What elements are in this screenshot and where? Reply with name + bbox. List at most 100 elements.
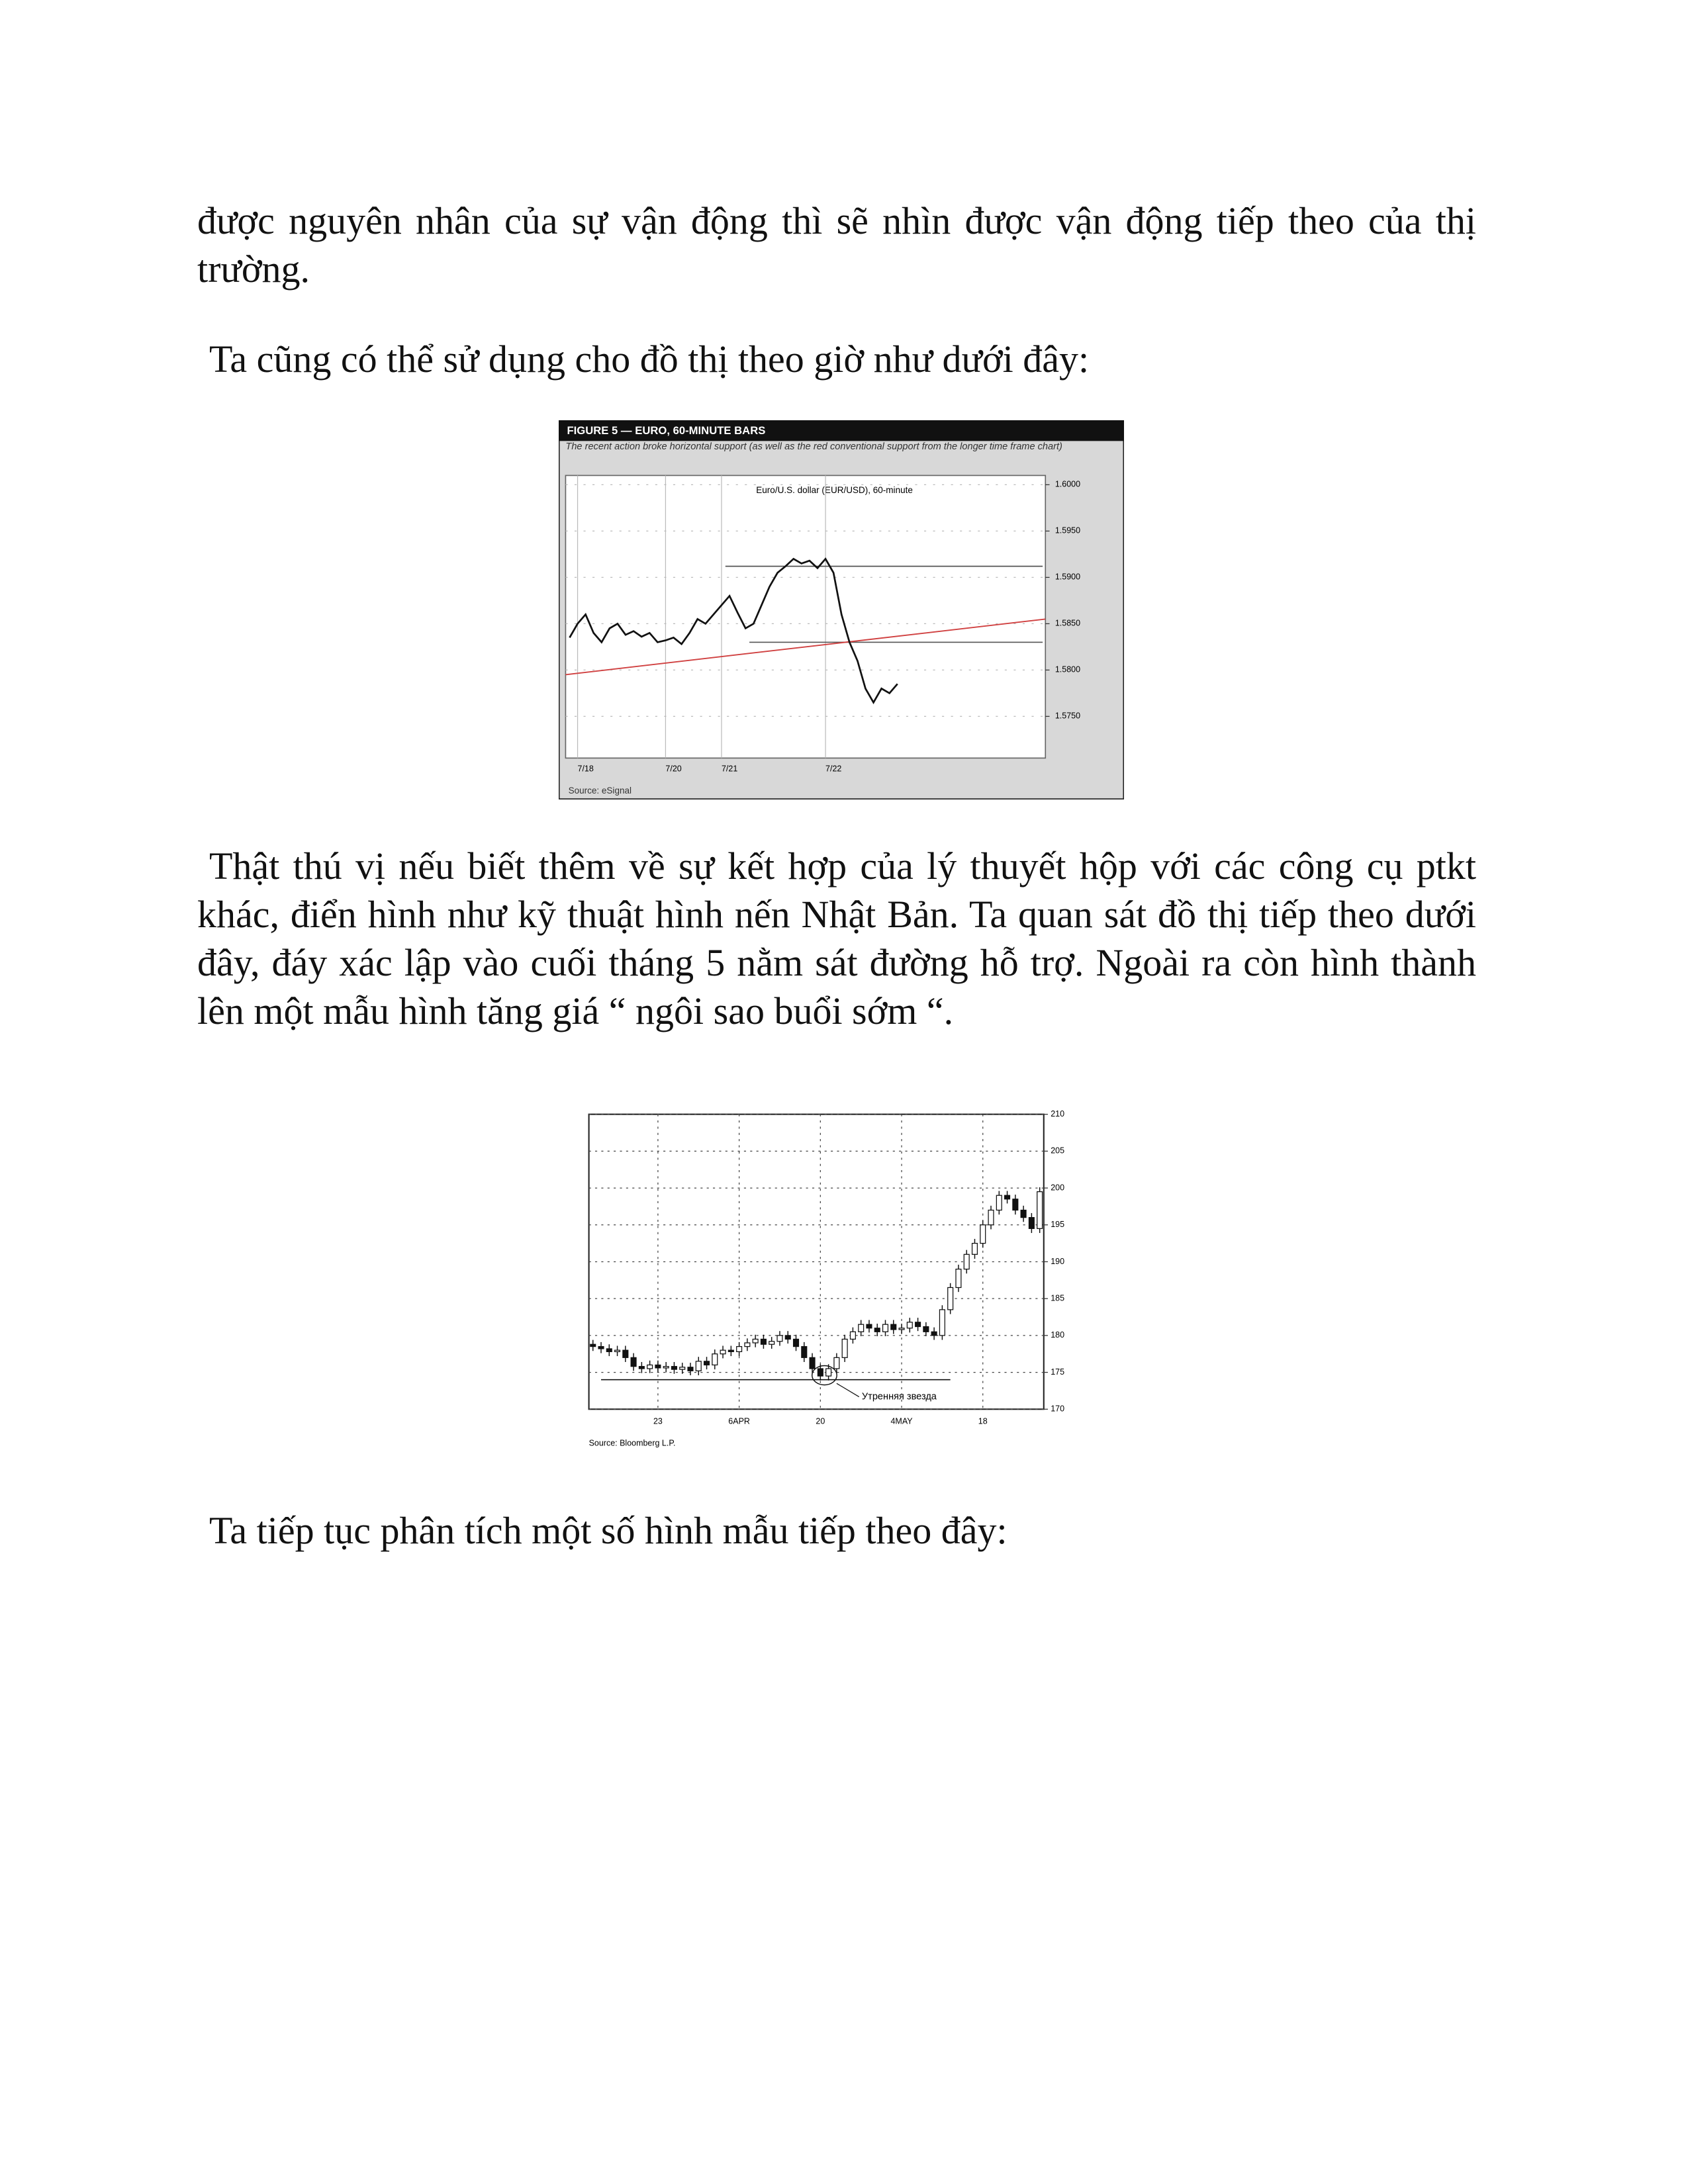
candle-body [915, 1322, 921, 1328]
y-tick-label: 190 [1051, 1257, 1064, 1266]
candle-body [809, 1357, 816, 1369]
candle-body [784, 1335, 791, 1340]
candle-body [1020, 1209, 1027, 1218]
paragraph: được nguyên nhân của sự vận động thì sẽ … [197, 199, 1476, 291]
source: Source: eSignal [569, 786, 632, 796]
candle-body [963, 1253, 970, 1270]
figure: Source: Bloomberg L.P. Утренняя звезда 1… [588, 1109, 1064, 1448]
candle-body [996, 1195, 1002, 1211]
price-line [569, 557, 898, 705]
x-tick-label: 7/21 [722, 764, 737, 773]
y-tick-label: 1.5800 [1055, 665, 1080, 674]
y-tick-label: 1.5900 [1055, 572, 1080, 582]
x-tick-label: 23 [653, 1416, 663, 1426]
candle-body [939, 1309, 945, 1336]
candle-body [776, 1335, 783, 1342]
candle-body [744, 1342, 751, 1347]
figure-title: FIGURE 5 — EURO, 60-MINUTE BARS [567, 424, 765, 437]
title-bar [559, 420, 1124, 441]
candle-body [760, 1338, 767, 1345]
candle-body [874, 1328, 880, 1332]
candle-body [622, 1349, 629, 1358]
candle-body [671, 1366, 678, 1370]
candle-body [695, 1361, 702, 1371]
candle-body [841, 1338, 848, 1358]
candle-body [727, 1349, 734, 1353]
candle-body [849, 1331, 856, 1340]
candle-body [971, 1242, 978, 1255]
candle-body [638, 1366, 645, 1369]
subtitle-box: The recent action broke horizontal suppo… [565, 442, 1062, 453]
candle-body [792, 1338, 800, 1347]
plot-area [565, 475, 1047, 759]
x-tick-label: 20 [816, 1416, 825, 1426]
candle-body [866, 1324, 872, 1329]
candle-body [687, 1367, 694, 1371]
candle-body [712, 1353, 718, 1366]
candle-body [1028, 1217, 1035, 1229]
source: Source: Bloomberg L.P. [589, 1439, 676, 1448]
candle-body [833, 1357, 840, 1369]
candle-body [663, 1366, 669, 1369]
y-tick-label: 1.5950 [1055, 526, 1080, 535]
y-tick-label: 180 [1051, 1330, 1064, 1340]
candle-body [736, 1345, 743, 1353]
y-tick-label: 1.5750 [1055, 711, 1080, 721]
candle-body [769, 1341, 775, 1345]
x-tick-label: 18 [978, 1416, 988, 1426]
candle-body [655, 1364, 661, 1369]
x-tick-label: 7/22 [825, 764, 841, 773]
figure: FIGURE 5 — EURO, 60-MINUTE BARS The rece… [559, 420, 1124, 799]
candle-body [817, 1368, 823, 1377]
candle-body [947, 1287, 954, 1310]
x-tick-label: 7/20 [665, 764, 681, 773]
chart-title: Euro/U.S. dollar (EUR/USD), 60-minute [756, 485, 913, 495]
candle-body [923, 1326, 929, 1332]
y-tick-label: 170 [1051, 1404, 1064, 1414]
y-tick-label: 200 [1051, 1183, 1064, 1192]
paragraph: Ta tiếp tục phân tích một số hình mẫu ti… [209, 1509, 1008, 1552]
candle-body [1004, 1195, 1011, 1200]
figure-subtitle: The recent action broke horizontal suppo… [565, 442, 1062, 453]
y-tick-label: 205 [1051, 1146, 1064, 1156]
candle-body [630, 1357, 637, 1367]
y-tick-label: 1.6000 [1055, 480, 1080, 489]
candle-body [801, 1345, 808, 1358]
candle-body [614, 1349, 621, 1353]
candle-body [1037, 1191, 1043, 1229]
y-tick-label: 185 [1051, 1293, 1064, 1302]
y-tick-label: 195 [1051, 1220, 1064, 1229]
candle-body [598, 1345, 604, 1349]
paragraph: Ta cũng có thể sử dụng cho đồ thị theo g… [209, 338, 1090, 381]
x-tick-label: 4MAY [891, 1416, 914, 1426]
candle-body [955, 1268, 962, 1289]
paragraph: Thật thú vị nếu biết thêm về sự kết hợp … [197, 844, 1476, 1032]
candle-body [720, 1349, 726, 1355]
candle-body [1012, 1199, 1019, 1211]
annotation-leader [836, 1383, 860, 1398]
candle-body [980, 1224, 986, 1244]
candle-body [906, 1322, 913, 1329]
candle-body [931, 1331, 937, 1336]
candle-body [890, 1324, 897, 1330]
y-tick-label: 210 [1051, 1109, 1064, 1118]
annotation: Утренняя звезда [862, 1391, 937, 1402]
candle-body [988, 1209, 994, 1226]
trendline [565, 618, 1046, 676]
candle-body [606, 1348, 612, 1353]
candle-body [679, 1367, 686, 1370]
candle-body [703, 1361, 710, 1366]
candle-body [825, 1368, 832, 1377]
candle-body [752, 1338, 759, 1343]
candle-body [882, 1324, 889, 1332]
annotation-circle [811, 1365, 837, 1386]
x-tick-label: 7/18 [578, 764, 594, 773]
x-tick-label: 6APR [728, 1416, 750, 1426]
candle-body [647, 1364, 653, 1369]
y-tick-label: 175 [1051, 1367, 1064, 1377]
candle-body [590, 1343, 596, 1347]
candle-body [858, 1324, 865, 1332]
y-tick-label: 1.5850 [1055, 619, 1080, 628]
candle-body [898, 1328, 905, 1330]
